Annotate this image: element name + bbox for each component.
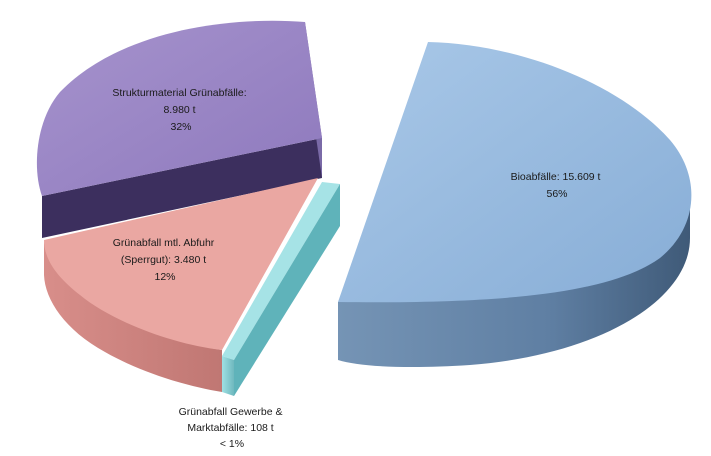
label-gruenabfall-gewerbe: Grünabfall Gewerbe & Marktabfälle: 108 t…: [179, 406, 286, 450]
label-bioabfaelle-line2: 56%: [546, 188, 567, 200]
label-strukturmaterial: Strukturmaterial Grünabfälle: 8.980 t 32…: [112, 87, 249, 133]
slice-gruenabfall-gewerbe: [222, 182, 340, 396]
slice-strukturmaterial-top: [36, 20, 323, 197]
label-gruenabfall-abfuhr-line1: Grünabfall mtl. Abfuhr: [113, 237, 215, 249]
slice-gruenabfall-gewerbe-face: [222, 356, 234, 396]
slice-gruenabfall-gewerbe-side: [234, 184, 340, 396]
label-bioabfaelle-line1: Bioabfälle: 15.609 t: [511, 171, 601, 183]
label-bioabfaelle: Bioabfälle: 15.609 t 56%: [511, 171, 604, 200]
slice-gruenabfall-abfuhr-top: [44, 178, 318, 350]
slice-bioabfaelle-side: [338, 198, 690, 368]
slice-gruenabfall-abfuhr: [44, 178, 318, 392]
slice-strukturmaterial-front: [42, 138, 322, 238]
label-gruenabfall-abfuhr-line2: (Sperrgut): 3.480 t: [121, 254, 206, 266]
slice-bioabfaelle: [338, 42, 692, 368]
slice-gruenabfall-abfuhr-side: [44, 240, 222, 392]
label-gruenabfall-abfuhr: Grünabfall mtl. Abfuhr (Sperrgut): 3.480…: [113, 237, 217, 283]
label-gruenabfall-gewerbe-line2: Marktabfälle: 108 t: [187, 422, 273, 434]
label-gruenabfall-gewerbe-line3: < 1%: [220, 438, 244, 450]
label-gruenabfall-gewerbe-line1: Grünabfall Gewerbe &: [179, 406, 283, 418]
slice-bioabfaelle-top: [338, 42, 692, 303]
label-strukturmaterial-line3: 32%: [170, 121, 191, 133]
label-strukturmaterial-line1: Strukturmaterial Grünabfälle:: [112, 87, 246, 99]
slice-strukturmaterial: [36, 20, 323, 238]
slice-gruenabfall-gewerbe-top: [222, 182, 340, 360]
label-gruenabfall-abfuhr-line3: 12%: [154, 271, 175, 283]
label-strukturmaterial-line2: 8.980 t: [163, 104, 195, 116]
